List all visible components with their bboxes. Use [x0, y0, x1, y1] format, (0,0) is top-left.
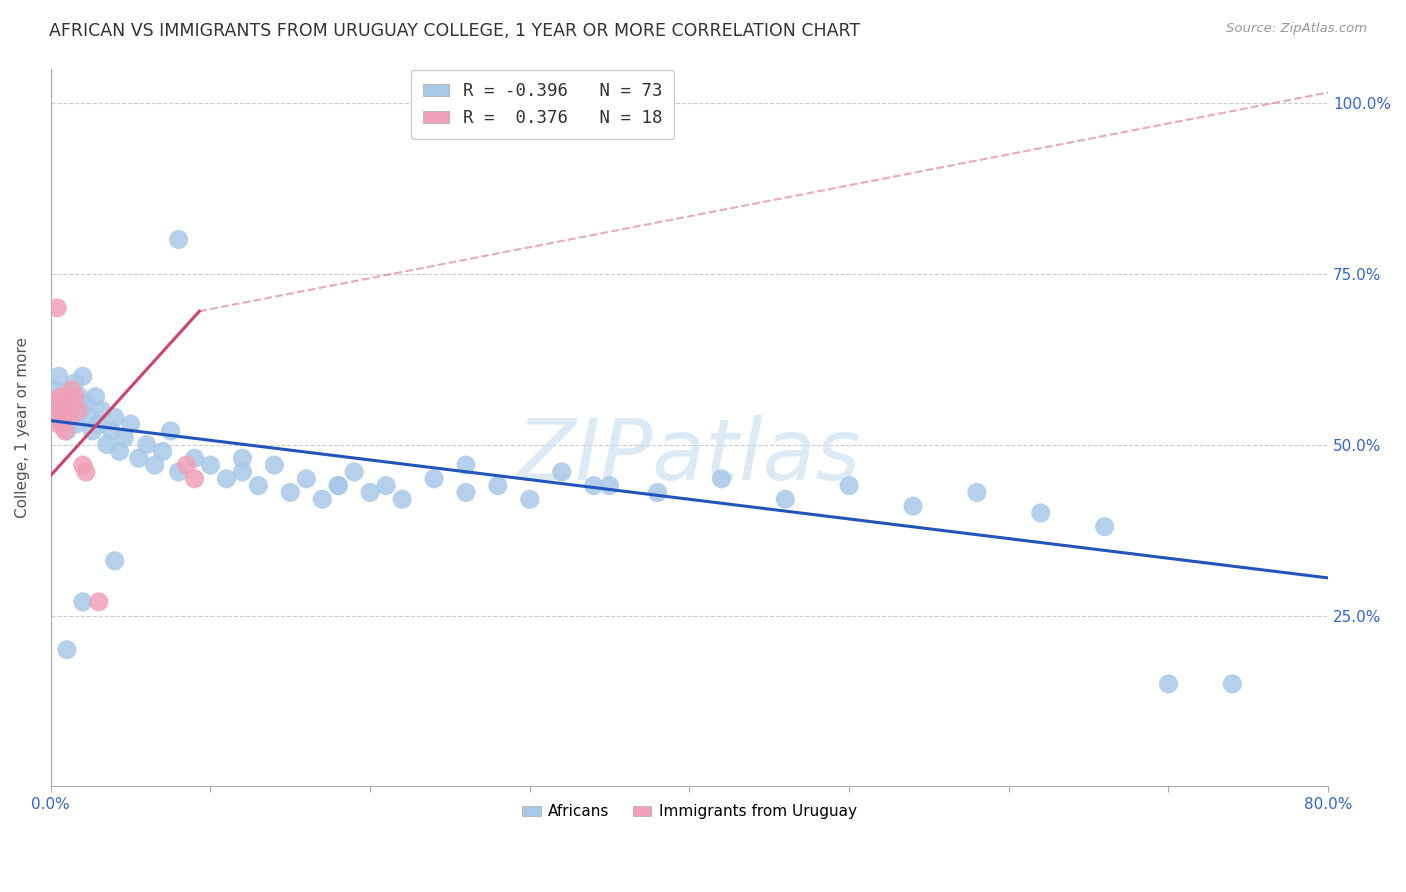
Point — [152, 444, 174, 458]
Text: Source: ZipAtlas.com: Source: ZipAtlas.com — [1226, 22, 1367, 36]
Point — [519, 492, 541, 507]
Point — [63, 376, 86, 390]
Point — [231, 465, 253, 479]
Point — [100, 424, 122, 438]
Point — [104, 410, 127, 425]
Point — [62, 396, 84, 410]
Point — [59, 383, 82, 397]
Point — [176, 458, 198, 472]
Point — [295, 472, 318, 486]
Point — [1094, 519, 1116, 533]
Point — [82, 424, 104, 438]
Point — [70, 403, 93, 417]
Point — [263, 458, 285, 472]
Point — [46, 403, 69, 417]
Point — [159, 424, 181, 438]
Point — [46, 301, 69, 315]
Point — [599, 478, 621, 492]
Point — [1220, 677, 1243, 691]
Point — [60, 383, 83, 397]
Point — [343, 465, 366, 479]
Point — [75, 396, 97, 410]
Point — [77, 410, 100, 425]
Point — [87, 595, 110, 609]
Point — [65, 417, 87, 431]
Point — [247, 478, 270, 492]
Text: ZIPatlas: ZIPatlas — [517, 415, 862, 498]
Point — [51, 396, 73, 410]
Point — [52, 410, 75, 425]
Point — [375, 478, 398, 492]
Point — [200, 458, 222, 472]
Point — [215, 472, 238, 486]
Point — [108, 444, 131, 458]
Point — [52, 410, 75, 425]
Point — [486, 478, 509, 492]
Point — [63, 390, 86, 404]
Point — [183, 451, 205, 466]
Point — [454, 458, 477, 472]
Point — [45, 410, 67, 425]
Point — [135, 437, 157, 451]
Point — [69, 390, 91, 404]
Point — [112, 431, 135, 445]
Point — [58, 403, 80, 417]
Point — [128, 451, 150, 466]
Y-axis label: College, 1 year or more: College, 1 year or more — [15, 337, 30, 518]
Point — [311, 492, 333, 507]
Point — [56, 642, 79, 657]
Point — [48, 369, 70, 384]
Point — [647, 485, 669, 500]
Point — [120, 417, 142, 431]
Legend: Africans, Immigrants from Uruguay: Africans, Immigrants from Uruguay — [516, 798, 863, 825]
Point — [104, 554, 127, 568]
Point — [66, 403, 89, 417]
Point — [231, 451, 253, 466]
Point — [56, 396, 79, 410]
Point — [84, 390, 107, 404]
Point — [72, 369, 94, 384]
Point — [582, 478, 605, 492]
Point — [45, 383, 67, 397]
Point — [551, 465, 574, 479]
Point — [90, 403, 112, 417]
Point — [278, 485, 301, 500]
Point — [96, 437, 118, 451]
Point — [1157, 677, 1180, 691]
Point — [53, 390, 76, 404]
Point — [359, 485, 381, 500]
Point — [1029, 506, 1052, 520]
Point — [46, 396, 69, 410]
Point — [454, 485, 477, 500]
Point — [58, 410, 80, 425]
Point — [710, 472, 733, 486]
Point — [391, 492, 413, 507]
Point — [183, 472, 205, 486]
Text: AFRICAN VS IMMIGRANTS FROM URUGUAY COLLEGE, 1 YEAR OR MORE CORRELATION CHART: AFRICAN VS IMMIGRANTS FROM URUGUAY COLLE… — [49, 22, 860, 40]
Point — [775, 492, 797, 507]
Point — [48, 417, 70, 431]
Point — [56, 424, 79, 438]
Point — [328, 478, 350, 492]
Point — [53, 424, 76, 438]
Point — [49, 390, 72, 404]
Point — [143, 458, 166, 472]
Point — [167, 232, 190, 246]
Point — [328, 478, 350, 492]
Point — [60, 410, 83, 425]
Point — [72, 595, 94, 609]
Point — [901, 499, 924, 513]
Point — [966, 485, 988, 500]
Point — [87, 417, 110, 431]
Point — [423, 472, 446, 486]
Point — [167, 465, 190, 479]
Point — [838, 478, 860, 492]
Point — [72, 458, 94, 472]
Point — [75, 465, 97, 479]
Point — [49, 417, 72, 431]
Point — [51, 403, 73, 417]
